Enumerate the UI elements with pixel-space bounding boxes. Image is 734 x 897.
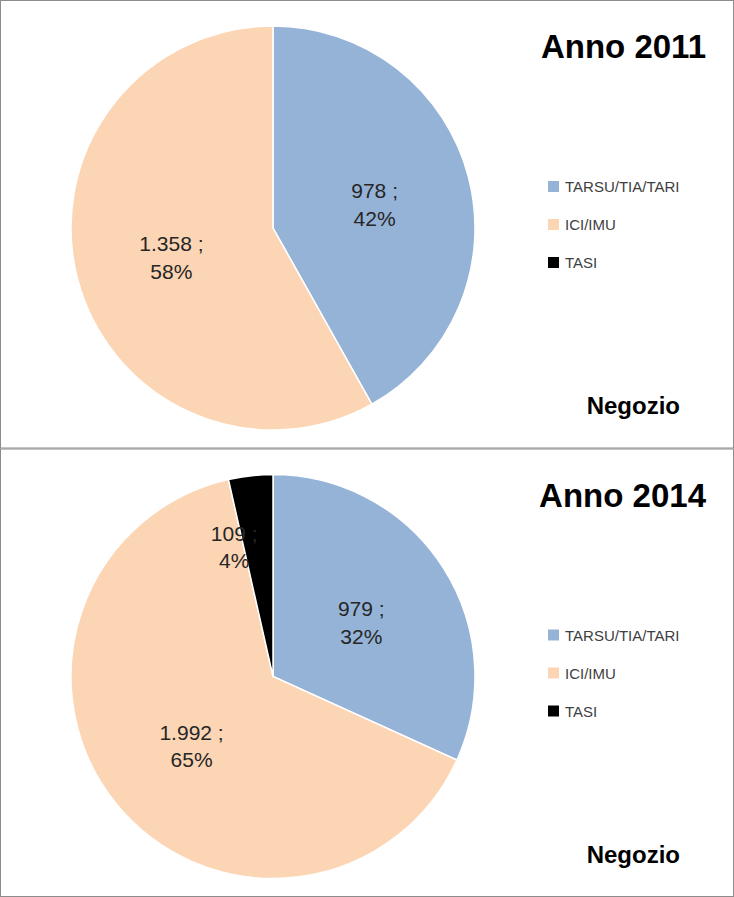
data-label: 109 ; 4% [211,522,258,572]
legend-swatch [548,630,559,641]
panel-frame [1,449,734,897]
data-label-percent: 65% [171,748,213,771]
annotation: Negozio [587,841,680,868]
pie-slice [71,26,372,430]
legend-item: TASI [548,703,597,720]
data-label-percent: 58% [150,260,192,283]
legend: TARSU/TIA/TARI ICI/IMU TASI [548,627,679,720]
pie: 978 ; 42% 1.358 ; 58% [71,26,475,430]
legend-swatch [548,257,559,268]
data-label-percent: 32% [340,625,382,648]
data-label-value: 979 ; [338,597,385,620]
legend-label: ICI/IMU [565,216,616,233]
panel: 979 ; 32% 1.992 ; 65% 109 ; 4% Anno 2014 Negozi… [1,449,734,897]
panel: 978 ; 42% 1.358 ; 58% Anno 2011 Negozio TARSU/… [1,1,734,449]
legend-label: TASI [565,254,597,271]
legend: TARSU/TIA/TARI ICI/IMU TASI [548,178,679,271]
legend-label: TASI [565,703,597,720]
annotation: Negozio [587,392,680,419]
legend-item: ICI/IMU [548,665,616,682]
legend-item: TARSU/TIA/TARI [548,627,679,644]
data-label-value: 109 ; [211,522,258,545]
data-label-percent: 4% [219,549,249,572]
data-label-value: 1.992 ; [159,721,223,744]
legend-item: TARSU/TIA/TARI [548,178,679,195]
data-label-value: 978 ; [351,179,398,202]
pie-slice [228,475,273,677]
chart-title: Anno 2011 [541,28,706,65]
legend-swatch [548,706,559,717]
data-label: 978 ; 42% [351,179,398,229]
legend-label: TARSU/TIA/TARI [565,178,679,195]
legend-swatch [548,181,559,192]
legend-label: TARSU/TIA/TARI [565,627,679,644]
data-label-value: 1.358 ; [139,232,203,255]
data-label: 979 ; 32% [338,597,385,647]
data-label: 1.992 ; 65% [159,721,223,771]
legend-label: ICI/IMU [565,665,616,682]
data-label: 1.358 ; 58% [139,232,203,282]
panel-frame [1,1,734,449]
figure: 978 ; 42% 1.358 ; 58% Anno 2011 Negozio TARSU/… [0,0,734,897]
legend-item: TASI [548,254,597,271]
chart-title: Anno 2014 [539,477,707,514]
legend-item: ICI/IMU [548,216,616,233]
legend-swatch [548,668,559,679]
data-label-percent: 42% [354,207,396,230]
pie: 979 ; 32% 1.992 ; 65% 109 ; 4% [71,475,475,879]
legend-swatch [548,219,559,230]
